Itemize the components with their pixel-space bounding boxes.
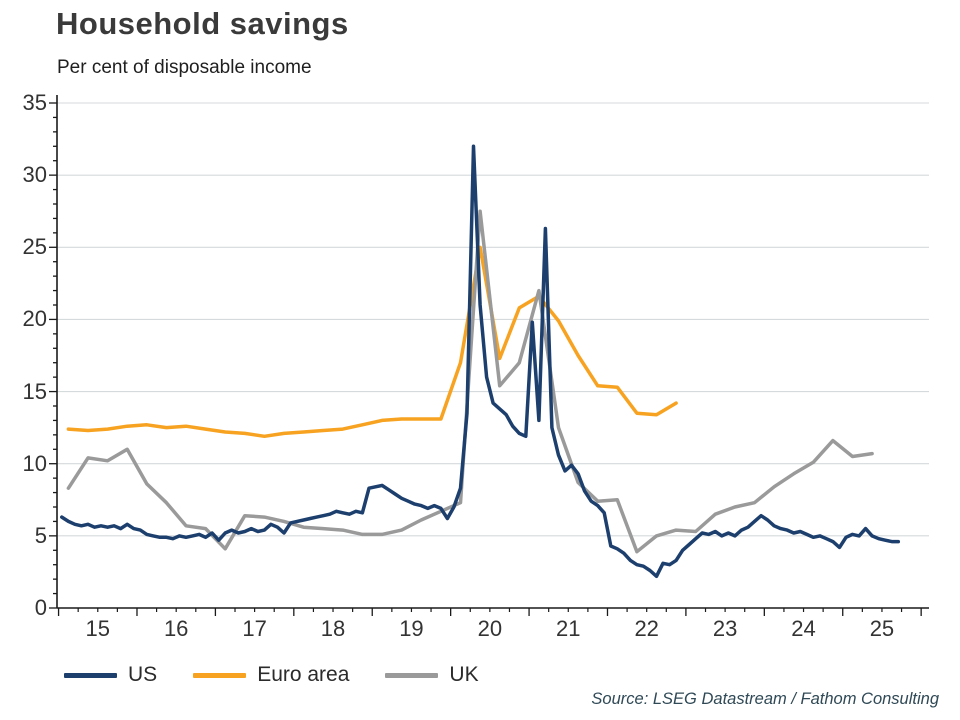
euro-area-line-swatch bbox=[193, 672, 247, 678]
y-tick-label-35: 35 bbox=[22, 90, 47, 115]
x-tick-label-20: 20 bbox=[477, 616, 503, 641]
x-tick-label-15: 15 bbox=[85, 616, 110, 641]
legend-label-us: US bbox=[128, 663, 158, 686]
chart-legend: US Euro area UK bbox=[64, 660, 515, 690]
x-tick-label-17: 17 bbox=[242, 616, 267, 641]
x-tick-label-25: 25 bbox=[869, 616, 895, 641]
x-tick-label-16: 16 bbox=[163, 616, 189, 641]
x-tick-label-22: 22 bbox=[634, 616, 659, 641]
y-tick-label-15: 15 bbox=[22, 378, 47, 404]
x-tick-label-24: 24 bbox=[791, 616, 816, 641]
y-tick-label-20: 20 bbox=[22, 306, 47, 332]
page-title: Household savings bbox=[56, 6, 349, 41]
series-line-euro-area bbox=[66, 245, 678, 439]
x-tick-label-18: 18 bbox=[320, 616, 346, 641]
source-note: Source: LSEG Datastream / Fathom Consult… bbox=[591, 690, 939, 708]
series-line-uk bbox=[66, 209, 874, 554]
page-subtitle: Per cent of disposable income bbox=[57, 57, 312, 78]
us-line-swatch bbox=[64, 672, 117, 678]
y-tick-label-10: 10 bbox=[22, 450, 47, 476]
x-tick-label-21: 21 bbox=[556, 616, 581, 641]
y-tick-label-0: 0 bbox=[34, 595, 47, 620]
legend-item-us: US bbox=[64, 663, 157, 687]
series-line-us bbox=[60, 144, 901, 579]
y-tick-label-30: 30 bbox=[22, 162, 47, 188]
legend-item-euro-area: Euro area bbox=[193, 663, 349, 687]
x-tick-label-23: 23 bbox=[712, 616, 738, 641]
legend-label-uk: UK bbox=[449, 663, 479, 686]
x-tick-label-19: 19 bbox=[399, 616, 424, 641]
uk-line-swatch bbox=[385, 672, 439, 678]
legend-label-euro-area: Euro area bbox=[257, 663, 350, 686]
legend-item-uk: UK bbox=[385, 663, 479, 687]
y-tick-label-25: 25 bbox=[22, 234, 47, 260]
y-tick-label-5: 5 bbox=[34, 522, 47, 548]
